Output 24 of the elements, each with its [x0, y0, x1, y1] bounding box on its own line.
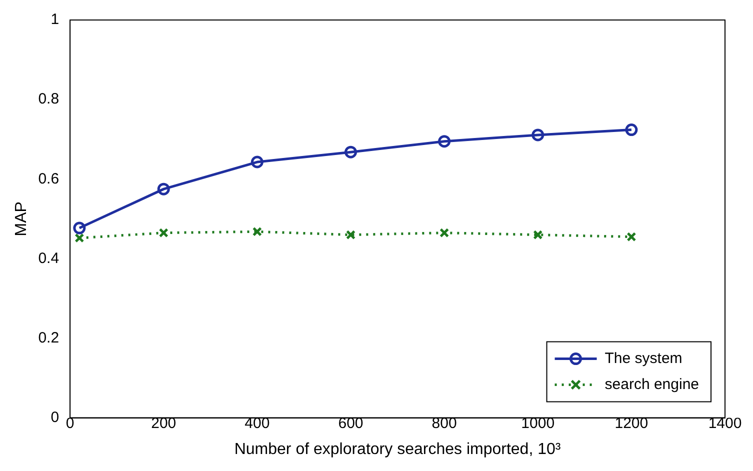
- x-tick-label: 1400: [708, 414, 742, 432]
- y-tick-label: 0.8: [38, 90, 60, 108]
- y-tick-label: 1: [50, 11, 60, 28]
- x-axis-title: Number of exploratory searches imported, 10³: [234, 440, 562, 458]
- point: [158, 228, 168, 238]
- point: [74, 233, 84, 243]
- point: [533, 230, 543, 240]
- point: [532, 128, 544, 142]
- y-axis-title: MAP: [13, 202, 30, 236]
- point: [73, 222, 86, 234]
- point: [440, 228, 450, 238]
- point: [157, 182, 170, 196]
- point: [625, 124, 638, 136]
- point: [438, 135, 451, 148]
- y-tick-label: 0.2: [38, 329, 60, 346]
- point: [250, 156, 264, 168]
- legend-label: search engine: [604, 376, 699, 393]
- y-tick-label: 0.4: [38, 250, 60, 267]
- y-tick-label: 0.6: [38, 170, 60, 188]
- point: [344, 146, 357, 158]
- point: [626, 232, 636, 242]
- point: [346, 230, 356, 240]
- legend-label: The system: [604, 350, 682, 367]
- point: [252, 226, 262, 236]
